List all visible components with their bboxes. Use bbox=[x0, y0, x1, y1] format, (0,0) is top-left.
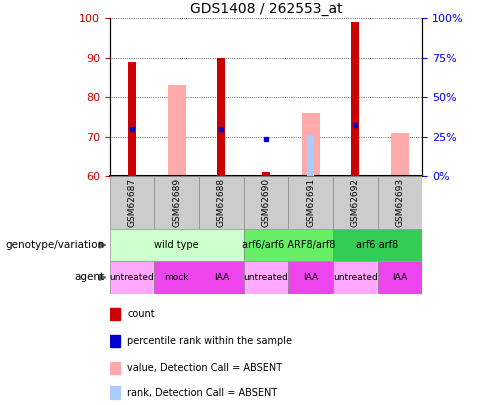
Text: GSM62693: GSM62693 bbox=[395, 178, 405, 227]
Bar bbox=[391, 133, 409, 176]
Bar bbox=[244, 261, 288, 294]
Text: untreated: untreated bbox=[110, 273, 155, 282]
Bar bbox=[262, 172, 270, 176]
Bar bbox=[110, 261, 154, 294]
Text: count: count bbox=[127, 309, 155, 319]
Bar bbox=[302, 113, 320, 176]
Text: GSM62690: GSM62690 bbox=[262, 178, 270, 227]
Bar bbox=[199, 261, 244, 294]
Text: arf6 arf8: arf6 arf8 bbox=[356, 240, 399, 250]
Bar bbox=[168, 85, 185, 176]
Bar bbox=[154, 261, 199, 294]
Bar bbox=[110, 386, 121, 399]
Title: GDS1408 / 262553_at: GDS1408 / 262553_at bbox=[190, 2, 342, 16]
Bar bbox=[378, 176, 422, 229]
Bar bbox=[244, 176, 288, 229]
Bar bbox=[110, 308, 121, 320]
Text: arf6/arf6 ARF8/arf8: arf6/arf6 ARF8/arf8 bbox=[242, 240, 335, 250]
Bar bbox=[307, 135, 314, 176]
Bar bbox=[288, 261, 333, 294]
Text: genotype/variation: genotype/variation bbox=[6, 240, 105, 250]
Bar bbox=[333, 261, 378, 294]
Bar bbox=[110, 362, 121, 374]
Bar bbox=[110, 176, 154, 229]
Bar bbox=[128, 62, 136, 176]
Text: IAA: IAA bbox=[214, 273, 229, 282]
Bar bbox=[333, 176, 378, 229]
Bar bbox=[351, 22, 359, 176]
Text: agent: agent bbox=[75, 273, 105, 282]
Text: IAA: IAA bbox=[392, 273, 407, 282]
Bar bbox=[378, 261, 422, 294]
Bar bbox=[288, 176, 333, 229]
Text: value, Detection Call = ABSENT: value, Detection Call = ABSENT bbox=[127, 363, 282, 373]
Text: GSM62687: GSM62687 bbox=[127, 178, 137, 227]
Bar bbox=[199, 176, 244, 229]
Bar bbox=[110, 335, 121, 347]
Bar bbox=[154, 176, 199, 229]
Bar bbox=[244, 229, 333, 261]
Text: IAA: IAA bbox=[303, 273, 318, 282]
Text: mock: mock bbox=[164, 273, 189, 282]
Text: rank, Detection Call = ABSENT: rank, Detection Call = ABSENT bbox=[127, 388, 277, 398]
Bar bbox=[352, 125, 359, 176]
Text: untreated: untreated bbox=[333, 273, 378, 282]
Text: GSM62689: GSM62689 bbox=[172, 178, 181, 227]
Text: percentile rank within the sample: percentile rank within the sample bbox=[127, 336, 292, 346]
Bar bbox=[333, 229, 422, 261]
Bar bbox=[217, 58, 225, 176]
Bar bbox=[218, 129, 224, 176]
Text: GSM62691: GSM62691 bbox=[306, 178, 315, 227]
Bar bbox=[129, 129, 136, 176]
Bar bbox=[110, 229, 244, 261]
Text: wild type: wild type bbox=[154, 240, 199, 250]
Text: GSM62692: GSM62692 bbox=[351, 178, 360, 227]
Text: untreated: untreated bbox=[244, 273, 288, 282]
Text: GSM62688: GSM62688 bbox=[217, 178, 226, 227]
